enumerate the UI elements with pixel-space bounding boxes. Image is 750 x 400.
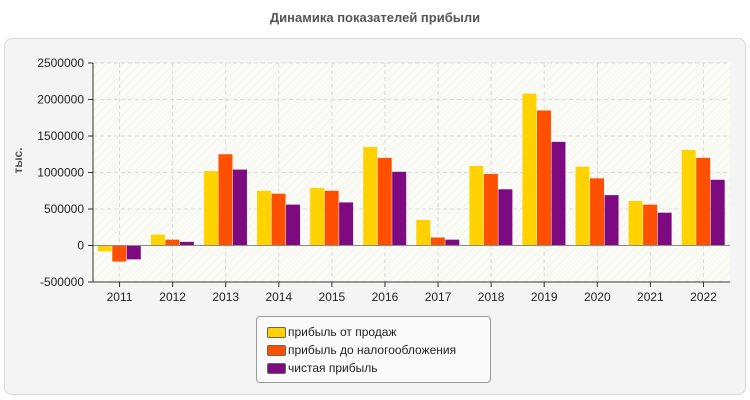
legend-swatch xyxy=(267,362,286,374)
bar xyxy=(604,195,619,246)
x-tick-label: 2013 xyxy=(212,290,239,304)
bar xyxy=(483,173,498,246)
bar xyxy=(628,200,643,246)
y-tick-label: 1500000 xyxy=(37,129,84,143)
bar xyxy=(203,171,218,246)
x-tick-label: 2020 xyxy=(584,290,611,304)
bar xyxy=(469,165,484,246)
bar xyxy=(377,157,392,246)
bar xyxy=(643,204,658,246)
chart-title: Динамика показателей прибыли xyxy=(269,10,481,25)
bar xyxy=(232,169,247,246)
y-tick-label: 2000000 xyxy=(37,93,84,107)
x-tick-label: 2019 xyxy=(531,290,558,304)
legend-swatch xyxy=(267,326,286,338)
bar xyxy=(522,93,537,246)
bar xyxy=(710,179,725,246)
x-tick-label: 2018 xyxy=(478,290,505,304)
bar xyxy=(536,110,551,246)
x-tick-label: 2015 xyxy=(319,290,346,304)
bar xyxy=(681,149,696,246)
x-tick-label: 2016 xyxy=(372,290,399,304)
y-tick-label: 500000 xyxy=(44,202,84,216)
bar xyxy=(575,166,590,246)
y-axis-label: тыс. xyxy=(11,147,25,173)
bar xyxy=(363,146,378,246)
bar xyxy=(179,241,194,246)
legend-label: прибыль от продаж xyxy=(288,325,397,339)
y-tick-label: -500000 xyxy=(40,275,84,289)
bar xyxy=(430,237,445,246)
bar xyxy=(257,190,272,246)
legend-item: прибыль до налогообложения xyxy=(267,341,490,359)
x-tick-label: 2012 xyxy=(159,290,186,304)
bar xyxy=(696,157,711,246)
x-tick-label: 2022 xyxy=(690,290,717,304)
bar xyxy=(218,154,233,246)
bar xyxy=(498,189,513,246)
bar xyxy=(445,239,460,246)
x-tick-label: 2017 xyxy=(425,290,452,304)
legend-label: чистая прибыль xyxy=(288,361,378,375)
x-tick-label: 2014 xyxy=(265,290,292,304)
bar xyxy=(392,171,407,246)
bar xyxy=(324,190,339,246)
bar xyxy=(112,245,127,262)
bar xyxy=(126,245,141,260)
bar xyxy=(310,187,325,246)
legend-item: прибыль от продаж xyxy=(267,323,490,341)
bar xyxy=(339,202,354,246)
bar xyxy=(416,219,431,246)
bar xyxy=(286,204,301,246)
y-tick-label: 2500000 xyxy=(37,56,84,70)
bar xyxy=(165,239,180,246)
y-tick-label: 0 xyxy=(77,239,84,253)
x-tick-label: 2021 xyxy=(637,290,664,304)
x-tick-label: 2011 xyxy=(107,290,133,304)
bar xyxy=(271,193,286,246)
bar xyxy=(150,234,165,246)
legend-item: чистая прибыль xyxy=(267,359,490,377)
legend-label: прибыль до налогообложения xyxy=(288,343,457,357)
bar xyxy=(590,178,605,246)
bar xyxy=(97,245,112,252)
legend-swatch xyxy=(267,344,286,356)
chart-legend: прибыль от продаж прибыль до налогооблож… xyxy=(256,316,491,383)
bar xyxy=(657,212,672,246)
bar xyxy=(551,141,566,246)
y-tick-label: 1000000 xyxy=(37,166,84,180)
